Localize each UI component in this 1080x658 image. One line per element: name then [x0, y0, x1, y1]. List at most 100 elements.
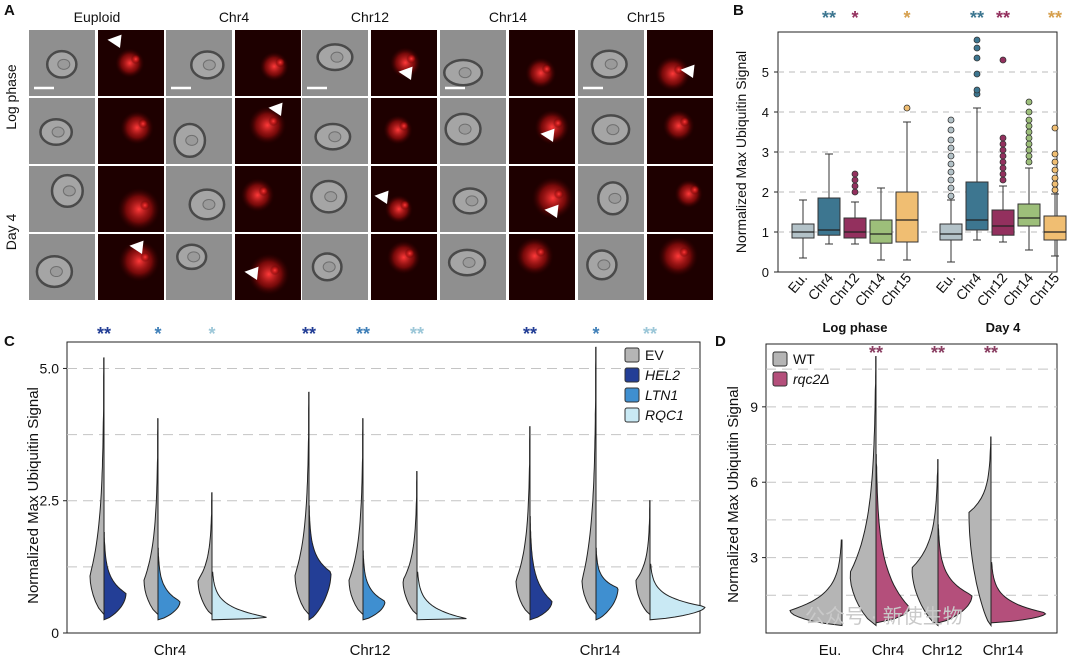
cell-interior — [57, 58, 71, 70]
fluorescence-spot — [553, 118, 564, 129]
arrowhead-marker — [129, 240, 144, 254]
plot-frame — [765, 343, 1058, 634]
outlier-point — [947, 168, 955, 176]
fluorescence-spot — [275, 57, 286, 68]
cell-interior — [606, 124, 620, 136]
cell-interior — [458, 123, 472, 135]
outlier-point — [947, 144, 955, 152]
y-tick-label: 2 — [762, 185, 769, 200]
legend-label: RQC1 — [645, 407, 684, 423]
outlier-point — [947, 176, 955, 184]
column-label: Euploid — [74, 9, 121, 25]
significance-stars: ** — [97, 324, 111, 344]
column-label: Chr4 — [219, 9, 250, 25]
legend-label: HEL2 — [645, 367, 680, 383]
cell-interior — [597, 259, 611, 271]
significance-stars: ** — [931, 343, 945, 363]
fluorescence-spot — [258, 186, 269, 197]
outlier-point — [1025, 116, 1033, 124]
fluorescence-spot — [541, 64, 552, 75]
significance-stars: ** — [523, 324, 537, 344]
violin-half-ev — [515, 426, 531, 616]
fluorescence-spot — [269, 265, 280, 276]
outlier-point — [947, 136, 955, 144]
outlier-point — [1025, 108, 1033, 116]
outlier-point — [973, 54, 981, 62]
y-axis-label: Normalized Max Ubiquitin Signal — [25, 387, 42, 604]
x-category-label: Chr12 — [922, 642, 963, 658]
significance-stars: ** — [410, 324, 424, 344]
violin-half-rqc1 — [211, 571, 267, 621]
significance-stars: ** — [822, 8, 836, 28]
fluorescence-spot — [268, 116, 279, 127]
outlier-point — [1051, 174, 1059, 182]
significance-stars: * — [208, 324, 215, 344]
panel-letter-a: A — [4, 2, 15, 19]
legend-label: WT — [793, 351, 815, 367]
column-label: Chr12 — [351, 9, 389, 25]
fluorescence-signal — [120, 110, 154, 145]
violin-half-wt — [789, 539, 843, 627]
legend-swatch — [772, 351, 788, 367]
significance-stars: ** — [970, 8, 984, 28]
cell-interior — [458, 67, 472, 79]
outlier-point — [903, 104, 911, 112]
violin-half-ev — [294, 391, 310, 616]
group-label: Log phase — [822, 320, 887, 335]
y-axis-label: Normalized Max Ubiquitin Signal — [733, 51, 749, 253]
arrowhead-marker — [540, 128, 555, 142]
violin-half-rqc1 — [649, 563, 706, 621]
y-tick-label: 6 — [750, 474, 758, 490]
violin-half-rqc2 — [875, 454, 910, 624]
row-label-day-4: Day 4 — [3, 214, 19, 251]
fluorescence-spot — [130, 54, 141, 65]
outlier-point — [973, 86, 981, 94]
violin-half-ev — [348, 418, 364, 616]
arrowhead-marker — [107, 34, 122, 48]
fluorescence-spot — [689, 184, 700, 195]
x-category-label: Chr14 — [983, 642, 1024, 658]
significance-stars: ** — [996, 8, 1010, 28]
fluorescence-signal — [515, 237, 554, 276]
legend-swatch — [624, 347, 640, 363]
outlier-point — [1051, 150, 1059, 158]
significance-stars: * — [851, 8, 858, 28]
outlier-point — [1051, 166, 1059, 174]
outlier-point — [947, 192, 955, 200]
y-tick-label: 3 — [762, 145, 769, 160]
arrowhead-marker — [680, 64, 695, 78]
outlier-point — [973, 44, 981, 52]
y-tick-label: 5.0 — [40, 360, 60, 376]
outlier-point — [999, 134, 1007, 142]
legend-swatch — [624, 407, 640, 423]
y-axis-label: Normalized Max Ubiquitin Signal — [725, 386, 742, 603]
outlier-point — [973, 70, 981, 78]
significance-stars: * — [154, 324, 161, 344]
violin-half-ev — [143, 418, 159, 616]
y-tick-label: 0 — [762, 265, 769, 280]
plot-frame — [66, 341, 701, 634]
panel-letter-b: B — [733, 2, 744, 19]
cell-interior — [330, 51, 344, 63]
group-label: Day 4 — [986, 320, 1021, 335]
cell-interior — [604, 58, 618, 70]
cell-interior — [322, 261, 336, 273]
box — [965, 181, 989, 231]
violin-half-ev — [89, 357, 105, 616]
cell-interior — [608, 192, 622, 204]
cell-interior — [202, 59, 216, 71]
legend-swatch — [624, 387, 640, 403]
outlier-point — [947, 116, 955, 124]
outlier-point — [947, 160, 955, 168]
violin-half-hel2 — [308, 505, 332, 621]
x-category-label: Chr12 — [350, 642, 391, 658]
outlier-point — [947, 184, 955, 192]
arrowhead-marker — [544, 204, 559, 218]
fluorescence-spot — [140, 252, 151, 263]
x-category-label: Eu. — [819, 642, 842, 658]
violin-half-ltn1 — [595, 547, 619, 621]
fluorescence-signal — [117, 187, 161, 231]
legend-swatch — [624, 367, 640, 383]
fluorescence-spot — [398, 120, 409, 131]
